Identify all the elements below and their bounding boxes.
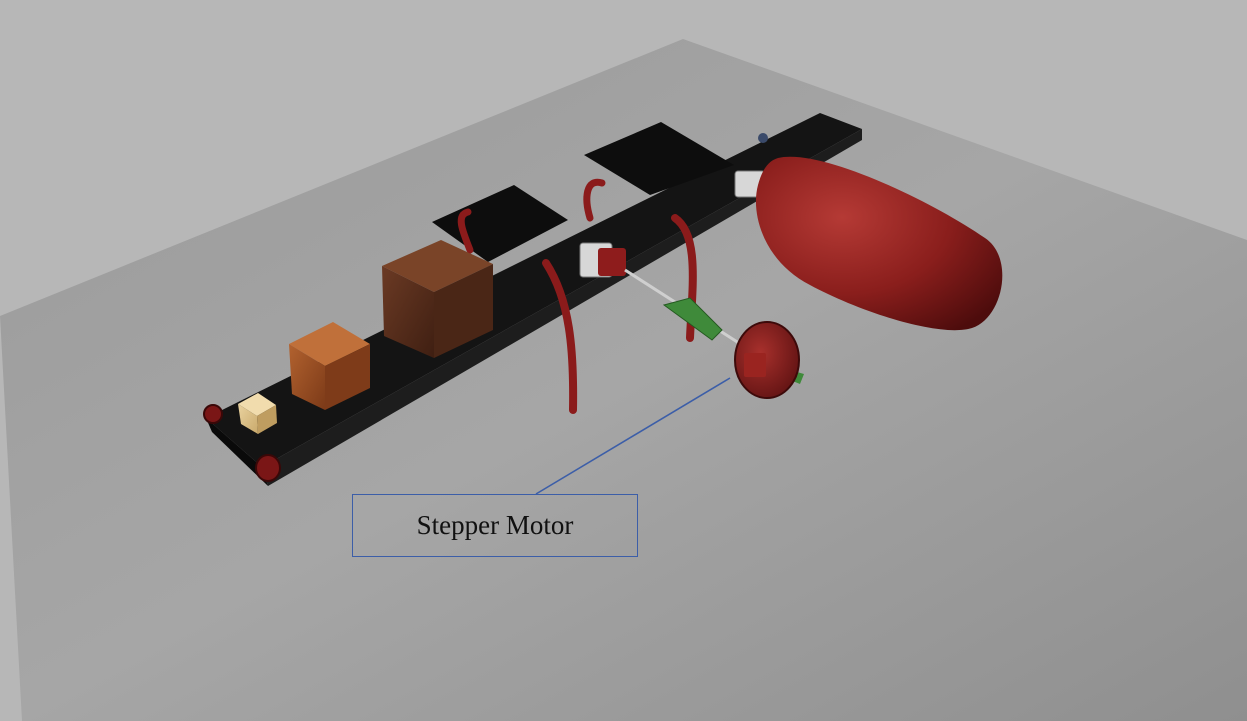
roller-front-right (255, 454, 281, 482)
roller-back (758, 133, 768, 143)
medium-wood-box (289, 322, 370, 410)
arm-2 (583, 178, 606, 222)
roller-front-left (203, 404, 223, 424)
small-wood-box (238, 393, 277, 434)
arm-1 (457, 208, 474, 254)
stepper-motor-mount (579, 242, 626, 278)
large-wood-box (382, 240, 493, 358)
shaft-coupling (662, 297, 723, 341)
callout-leader-line (535, 377, 731, 495)
stepper-motor-callout: Stepper Motor (352, 494, 638, 557)
callout-label: Stepper Motor (416, 510, 574, 540)
stepper-motor-disc (734, 321, 800, 399)
sorting-panel-right (584, 122, 734, 195)
red-capsule-body (755, 156, 1003, 331)
arm-3 (542, 259, 578, 414)
conveyor-belt-side (206, 418, 268, 486)
stepper-motor-hub (744, 353, 766, 377)
